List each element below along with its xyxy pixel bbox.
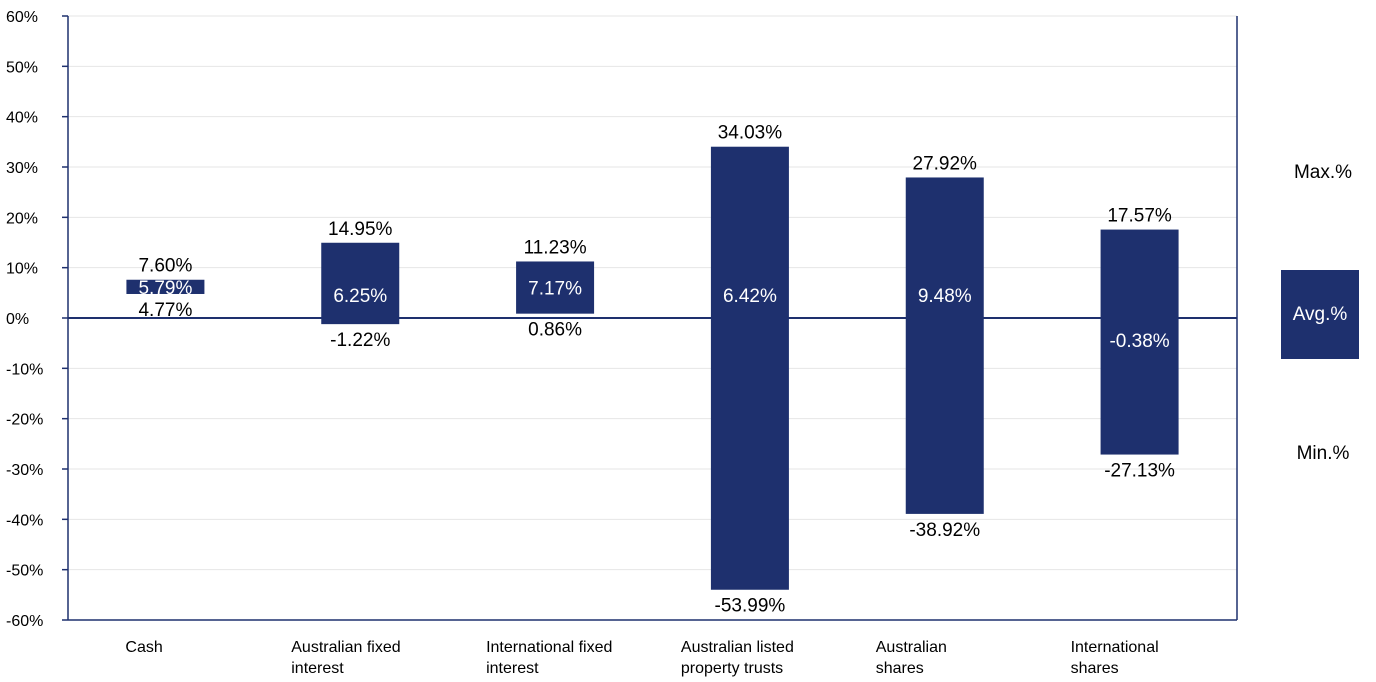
y-tick-label: 10% <box>6 261 38 278</box>
avg-value-label: 6.25% <box>333 286 387 307</box>
range-bar <box>1100 229 1179 455</box>
max-value-label: 34.03% <box>718 123 783 144</box>
range-bar <box>321 242 400 325</box>
min-value-label: -53.99% <box>715 596 786 617</box>
y-tick-label: 40% <box>6 110 38 127</box>
min-value-label: -27.13% <box>1104 461 1175 482</box>
y-tick-label: -10% <box>6 361 43 378</box>
y-tick-label: -50% <box>6 563 43 580</box>
x-axis-category-labels: Cash Australian fixed interest Internationa… <box>125 639 1158 677</box>
y-tick-label: 0% <box>6 311 29 328</box>
avg-value-label: 6.42% <box>723 286 777 307</box>
avg-value-label: 9.48% <box>918 286 972 307</box>
x-category-label: Australian listed <box>681 639 794 656</box>
range-bar <box>126 279 205 294</box>
max-value-label: 7.60% <box>138 256 192 277</box>
y-tick-label: -60% <box>6 613 43 630</box>
min-value-label: 4.77% <box>138 300 192 321</box>
y-axis-tick-labels: 60% 50% 40% 30% 20% 10% 0% -10% -20% -30% -40% -50%… <box>6 9 43 630</box>
x-category-label: shares <box>1071 660 1119 677</box>
x-category-label: Australian <box>876 639 947 656</box>
max-value-label: 17.57% <box>1107 206 1172 227</box>
x-category-label: shares <box>876 660 924 677</box>
x-category-label: interest <box>291 660 344 677</box>
x-category-label: interest <box>486 660 539 677</box>
y-tick-label: 30% <box>6 160 38 177</box>
x-category-label: Cash <box>125 639 162 656</box>
x-category-label: property trusts <box>681 660 783 677</box>
axes <box>62 15 1238 621</box>
min-value-label: -38.92% <box>909 520 980 541</box>
range-bar <box>710 146 789 590</box>
legend-max-label: Max.% <box>1293 162 1353 183</box>
legend-avg-swatch: Avg.% <box>1281 270 1359 359</box>
avg-value-label: -0.38% <box>1109 331 1169 352</box>
range-bar <box>516 261 595 314</box>
max-value-label: 11.23% <box>524 237 587 258</box>
x-category-label: International <box>1071 639 1159 656</box>
y-tick-label: -30% <box>6 462 43 479</box>
y-tick-label: 20% <box>6 210 38 227</box>
legend-min-label: Min.% <box>1296 443 1350 464</box>
range-bar <box>905 177 984 514</box>
avg-value-label: 7.17% <box>528 279 582 300</box>
y-tick-label: -20% <box>6 412 43 429</box>
max-value-label: 14.95% <box>328 219 393 240</box>
x-category-label: Australian fixed <box>291 639 400 656</box>
bars <box>126 146 1179 590</box>
y-tick-label: 50% <box>6 59 38 76</box>
max-value-label: 27.92% <box>913 153 978 174</box>
min-value-label: -1.22% <box>330 330 390 351</box>
x-category-label: International fixed <box>486 639 612 656</box>
value-labels: 7.60% 4.77%5.79% 14.95% -1.22% 6.25% 11.23% 0.… <box>138 123 1175 617</box>
avg-value-label: 5.79% <box>138 278 192 299</box>
min-value-label: 0.86% <box>528 320 582 341</box>
y-tick-label: -40% <box>6 512 43 529</box>
y-tick-label: 60% <box>6 9 38 26</box>
